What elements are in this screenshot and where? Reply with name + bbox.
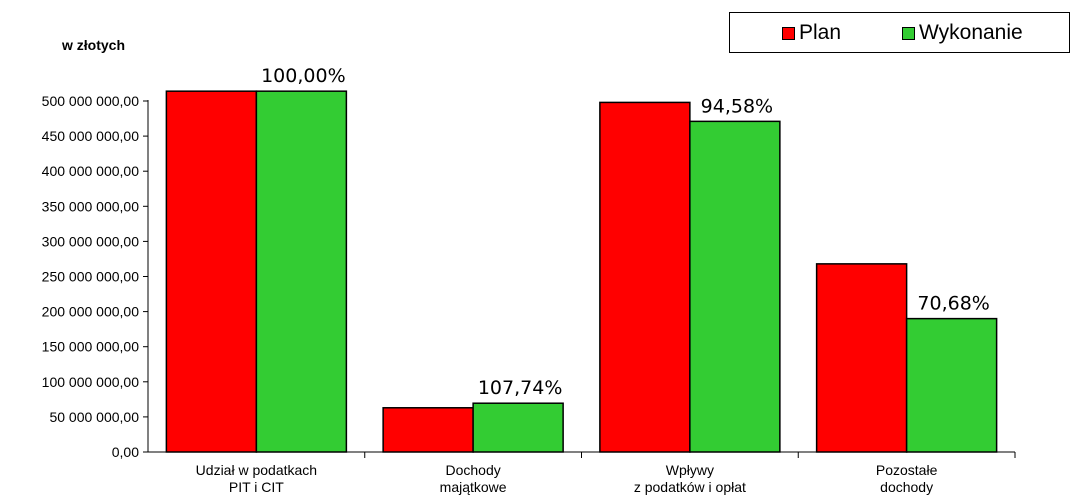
data-label: 94,58% <box>701 95 773 117</box>
legend-item-wykonanie: Wykonanie <box>902 21 1023 45</box>
bar-plan <box>165 90 258 453</box>
data-label: 107,74% <box>478 377 563 399</box>
legend-swatch-wykonanie <box>902 26 915 40</box>
data-label: 100,00% <box>261 65 346 87</box>
y-tick-label: 100 000 000,00 <box>42 374 140 390</box>
y-tick-label: 150 000 000,00 <box>42 339 140 355</box>
bar-plan <box>815 263 908 453</box>
y-tick-label: 200 000 000,00 <box>42 304 140 320</box>
bar-wykonanie <box>905 317 998 453</box>
category-label: Udział w podatkach <box>196 462 317 478</box>
y-tick-label: 400 000 000,00 <box>42 163 140 179</box>
y-tick-label: 0,00 <box>112 444 139 460</box>
bar-wykonanie <box>689 120 781 453</box>
bar-wykonanie <box>255 90 348 453</box>
y-tick-label: 350 000 000,00 <box>42 198 140 214</box>
legend-item-plan: Plan <box>782 21 841 45</box>
category-label: z podatków i opłat <box>634 479 746 495</box>
y-tick-label: 250 000 000,00 <box>42 269 140 285</box>
category-label: Wpływy <box>666 462 714 478</box>
y-tick-label: 50 000 000,00 <box>49 409 139 425</box>
unit-label: w złotych <box>62 37 126 53</box>
legend-label-plan: Plan <box>799 21 842 44</box>
bar-plan <box>599 101 691 453</box>
bar-plan <box>382 407 474 453</box>
y-tick-label: 500 000 000,00 <box>42 93 140 109</box>
category-label: Dochody <box>445 462 500 478</box>
legend-label-wykonanie: Wykonanie <box>919 21 1023 44</box>
bar-wykonanie <box>472 402 564 453</box>
category-label: PIT i CIT <box>229 479 284 495</box>
legend: Plan Wykonanie <box>729 12 1070 53</box>
legend-swatch-plan <box>782 26 795 40</box>
y-tick-label: 450 000 000,00 <box>42 128 140 144</box>
category-label: dochody <box>880 479 933 495</box>
category-label: Pozostałe <box>876 462 938 478</box>
category-label: majątkowe <box>440 479 507 495</box>
y-tick-label: 300 000 000,00 <box>42 233 140 249</box>
data-label: 70,68% <box>917 293 989 315</box>
